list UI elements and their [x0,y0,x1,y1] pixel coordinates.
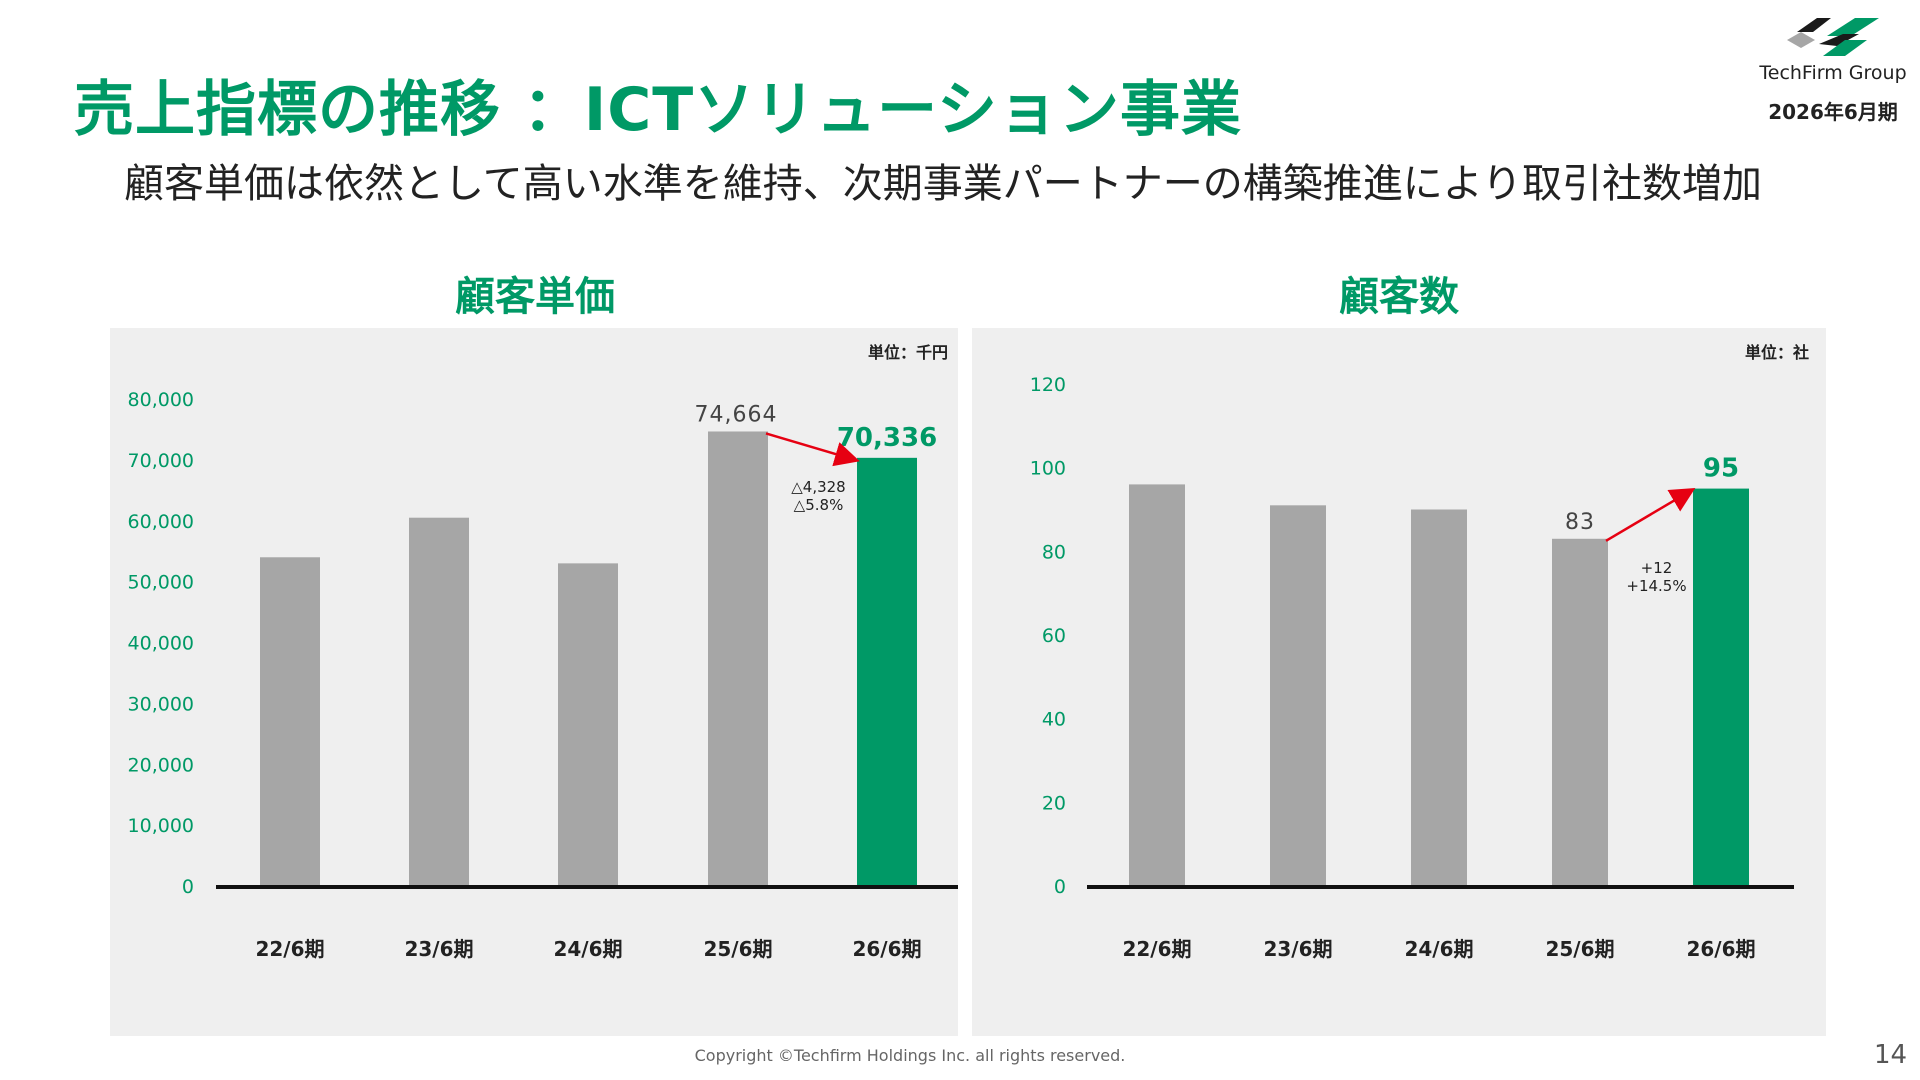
x-tick-label: 26/6期 [852,937,921,961]
page-title: 売上指標の推移 ：ICTソリューション事業 [74,75,1242,145]
bar-25/6期 [1552,538,1608,886]
bar-22/6期 [1129,484,1185,886]
x-tick-label: 25/6期 [1545,937,1614,961]
page-number: 14 [1874,1040,1908,1070]
chart-panel-customers: 単位：社 0 20 40 60 80 100 120 22/6期 23/6期 24/6期 25/6期 2… [972,328,1826,1036]
y-tick-label: 20 [1042,792,1066,814]
chart-title-customers: 顧客数 [1339,274,1459,320]
y-tick-label: 60,000 [128,511,194,533]
data-label: 83 [1565,510,1595,535]
y-tick-label: 70,000 [128,450,194,472]
bar-25/6期 [708,431,768,886]
unit-price-chart: 単位：千円 0 10,000 20,000 30,000 40,000 50,000 60,0… [128,343,958,961]
data-label: 95 [1703,454,1739,484]
x-tick-label: 26/6期 [1686,937,1755,961]
x-tick-label: 24/6期 [1404,937,1473,961]
y-tick-label: 120 [1030,374,1066,396]
y-tick-label: 40,000 [128,633,194,655]
x-tick-label: 24/6期 [553,937,622,961]
y-tick-label: 0 [1054,876,1066,898]
change-annotation: △4,328 [791,478,845,496]
change-annotation: +12 [1641,559,1673,577]
change-arrow [1605,488,1696,542]
x-tick-label: 23/6期 [404,937,473,961]
copyright-text: Copyright ©Techfirm Holdings Inc. all ri… [694,1046,1126,1065]
bar-23/6期 [1270,505,1326,886]
unit-label: 単位：千円 [868,343,948,362]
y-tick-label: 80,000 [128,389,194,411]
y-tick-label: 0 [182,876,194,898]
bar-26/6期 [1693,488,1749,886]
logo-text: TechFirm Group [1759,62,1907,84]
x-tick-label: 25/6期 [703,937,772,961]
y-tick-label: 20,000 [128,754,194,776]
y-tick-label: 100 [1030,458,1066,480]
y-tick-label: 40 [1042,709,1066,731]
chart-panel-unit-price: 単位：千円 0 10,000 20,000 30,000 40,000 50,000 60,0… [110,328,958,1036]
x-tick-label: 22/6期 [255,937,324,961]
change-annotation: △5.8% [794,496,844,514]
bar-26/6期 [857,457,917,886]
data-label: 70,336 [837,423,937,453]
x-tick-label: 22/6期 [1122,937,1191,961]
company-logo: TechFirm Group [1758,14,1908,84]
x-tick-label: 23/6期 [1263,937,1332,961]
y-tick-label: 60 [1042,625,1066,647]
y-tick-label: 50,000 [128,572,194,594]
bar-24/6期 [558,563,618,886]
unit-label: 単位：社 [1745,343,1809,362]
change-annotation: +14.5% [1626,577,1686,595]
bar-22/6期 [260,557,320,886]
change-arrow [765,432,860,467]
y-tick-label: 30,000 [128,693,194,715]
techfirm-logo-icon [1787,18,1879,56]
bar-23/6期 [409,517,469,886]
y-tick-label: 10,000 [128,815,194,837]
y-tick-label: 80 [1042,541,1066,563]
chart-title-unit-price: 顧客単価 [455,274,615,320]
data-label: 74,664 [695,402,778,427]
bar-24/6期 [1411,509,1467,886]
fiscal-period: 2026年6月期 [1768,100,1898,124]
page-subtitle: 顧客単価は依然として高い水準を維持、次期事業パートナーの構築推進により取引社数増… [124,161,1762,207]
customer-count-chart: 単位：社 0 20 40 60 80 100 120 22/6期 23/6期 24/6期 25/6期 2… [1030,343,1809,961]
